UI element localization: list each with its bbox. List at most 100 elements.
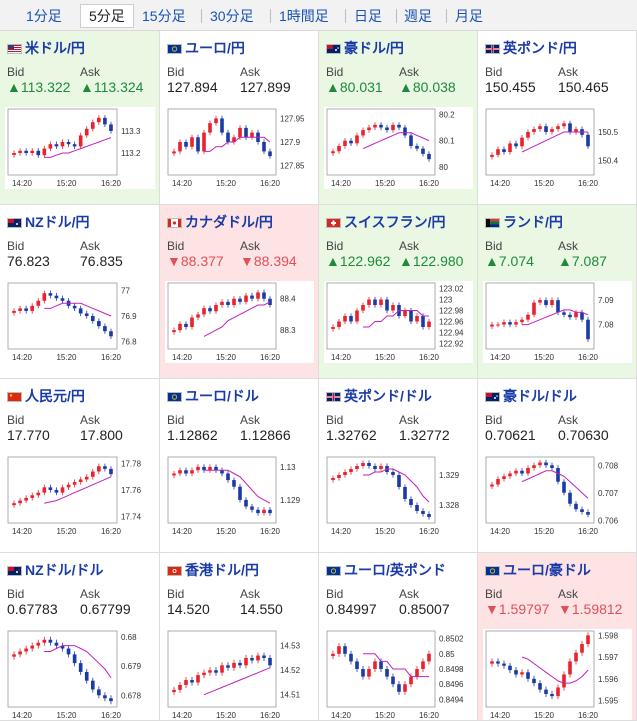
pair-title-link[interactable]: ユーロ/円 <box>167 38 245 56</box>
candle <box>196 314 200 318</box>
mini-chart[interactable]: 1.598 1.597 1.596 1.595 14:20 15:20 16:20 <box>483 629 632 720</box>
candle <box>361 305 365 311</box>
pair-title-link[interactable]: ランド/円 <box>485 212 563 230</box>
candle <box>361 669 365 677</box>
tab-divider <box>201 9 202 23</box>
ask-label: Ask <box>558 239 579 253</box>
x-tick-label: 14:20 <box>490 711 511 720</box>
tab-3[interactable]: 30分足 <box>210 8 254 24</box>
x-tick-label: 14:20 <box>12 527 33 536</box>
candle <box>36 492 41 496</box>
ask-label: Ask <box>399 65 420 79</box>
chart-svg: 123.02 123 122.98 122.96 122.94 122.92 14:20 15… <box>326 282 464 362</box>
y-tick-label: 88.4 <box>280 295 296 304</box>
tab-6[interactable]: 週足 <box>404 8 432 24</box>
pair-title-link[interactable]: 人民元/円 <box>7 386 85 404</box>
candle <box>538 683 542 690</box>
candle <box>421 511 425 514</box>
bid-value: ▲122.962 <box>326 253 391 269</box>
x-tick-label: 15:20 <box>375 353 396 362</box>
pair-title-link[interactable]: 英ポンド/円 <box>485 38 577 56</box>
pair-title-link[interactable]: ユーロ/英ポンド <box>326 560 446 578</box>
y-tick-label: 80 <box>439 163 448 172</box>
bid-value: 14.520 <box>167 601 210 617</box>
pair-title-link[interactable]: NZドル/円 <box>7 212 90 230</box>
mini-chart[interactable]: 14.53 14.52 14.51 14:20 15:20 16:20 <box>165 629 314 720</box>
candle <box>208 308 212 312</box>
mini-chart[interactable]: 17.78 17.76 17.74 14:20 15:20 16:20 <box>5 455 155 537</box>
mini-chart[interactable]: 0.68 0.679 0.678 14:20 15:20 16:20 <box>5 629 155 720</box>
y-tick-label: 80.2 <box>439 110 455 119</box>
candle <box>60 298 65 301</box>
y-tick-label: 1.597 <box>598 653 619 662</box>
candle <box>415 505 419 511</box>
candle <box>490 324 494 327</box>
candle <box>526 131 530 138</box>
tab-2[interactable]: 15分足 <box>142 8 186 24</box>
mini-chart[interactable]: 0.708 0.707 0.706 14:20 15:20 16:20 <box>483 455 632 537</box>
tab-4[interactable]: 1時間足 <box>279 8 329 24</box>
candle <box>502 322 506 325</box>
candle <box>427 653 431 662</box>
candle <box>90 316 95 322</box>
moving-average-line <box>204 136 271 152</box>
candle <box>238 127 242 138</box>
candle <box>379 124 383 128</box>
pair-title-link[interactable]: スイスフラン/円 <box>326 212 445 230</box>
candle <box>78 308 83 314</box>
tab-1[interactable]: 5分足 <box>80 4 134 28</box>
bid-label: Bid <box>485 65 503 79</box>
pair-title-link[interactable]: 豪ドル/ドル <box>485 386 577 404</box>
pair-title-link[interactable]: 豪ドル/円 <box>326 38 404 56</box>
mini-chart[interactable]: 77 76.9 76.8 14:20 15:20 16:20 <box>5 281 155 363</box>
mini-chart[interactable]: 123.02 123 122.98 122.96 122.94 122.92 14:20 15… <box>324 281 473 363</box>
candle <box>415 316 419 322</box>
mini-chart[interactable]: 127.95 127.9 127.85 14:20 15:20 16:20 <box>165 107 314 189</box>
rate-panel: スイスフラン/円 Bid Ask ▲122.962 ▲122.980 123.02 123 1… <box>319 205 478 379</box>
tab-5[interactable]: 日足 <box>354 8 382 24</box>
y-tick-label: 14.52 <box>280 666 301 675</box>
candle <box>18 651 22 655</box>
pair-title-link[interactable]: ユーロ/ドル <box>167 386 259 404</box>
candle <box>343 316 347 322</box>
candle <box>12 503 16 506</box>
candle <box>349 469 353 472</box>
pair-title-link[interactable]: NZドル/ドル <box>7 560 104 578</box>
mini-chart[interactable]: 113.3 113.2 14:20 15:20 16:20 <box>5 107 155 189</box>
pair-title-link[interactable]: カナダドル/円 <box>167 212 273 230</box>
pair-title-link[interactable]: 英ポンド/ドル <box>326 386 432 404</box>
mini-chart[interactable]: 7.09 7.08 14:20 15:20 16:20 <box>483 281 632 363</box>
chart-svg: 113.3 113.2 14:20 15:20 16:20 <box>7 108 141 188</box>
pair-title-link[interactable]: ユーロ/豪ドル <box>485 560 591 578</box>
flag-icon <box>167 218 182 228</box>
mini-chart[interactable]: 150.5 150.4 14:20 15:20 16:20 <box>483 107 632 189</box>
tab-0[interactable]: 1分足 <box>26 8 62 24</box>
candle <box>391 305 395 311</box>
bid-value: ▲113.322 <box>7 79 71 95</box>
bid-label: Bid <box>485 413 503 427</box>
mini-chart[interactable]: 1.329 1.328 14:20 15:20 16:20 <box>324 455 473 537</box>
bid-value: 127.894 <box>167 79 218 95</box>
mini-chart[interactable]: 1.13 1.129 14:20 15:20 16:20 <box>165 455 314 537</box>
candle <box>12 153 16 155</box>
ask-value: 14.550 <box>240 601 283 617</box>
bid-label: Bid <box>326 239 344 253</box>
mini-chart[interactable]: 0.8502 0.85 0.8498 0.8496 0.8494 14:20 15:20 16… <box>324 629 473 720</box>
mini-chart[interactable]: 80.2 80.1 80 14:20 15:20 16:20 <box>324 107 473 189</box>
candle <box>574 652 578 662</box>
candle <box>385 669 389 677</box>
pair-title-link[interactable]: 米ドル/円 <box>7 38 85 56</box>
candle <box>226 473 230 481</box>
candle <box>562 123 566 127</box>
moving-average-line <box>204 469 271 504</box>
tab-divider <box>345 9 346 23</box>
mini-chart[interactable]: 88.4 88.3 14:20 15:20 16:20 <box>165 281 314 363</box>
candle <box>391 472 395 475</box>
candle <box>78 479 83 483</box>
tab-7[interactable]: 月足 <box>455 8 483 24</box>
candle <box>586 319 590 340</box>
pair-title-link[interactable]: 香港ドル/円 <box>167 560 259 578</box>
candle <box>238 298 242 302</box>
bid-label: Bid <box>485 239 503 253</box>
ask-value: 1.12866 <box>240 427 291 443</box>
